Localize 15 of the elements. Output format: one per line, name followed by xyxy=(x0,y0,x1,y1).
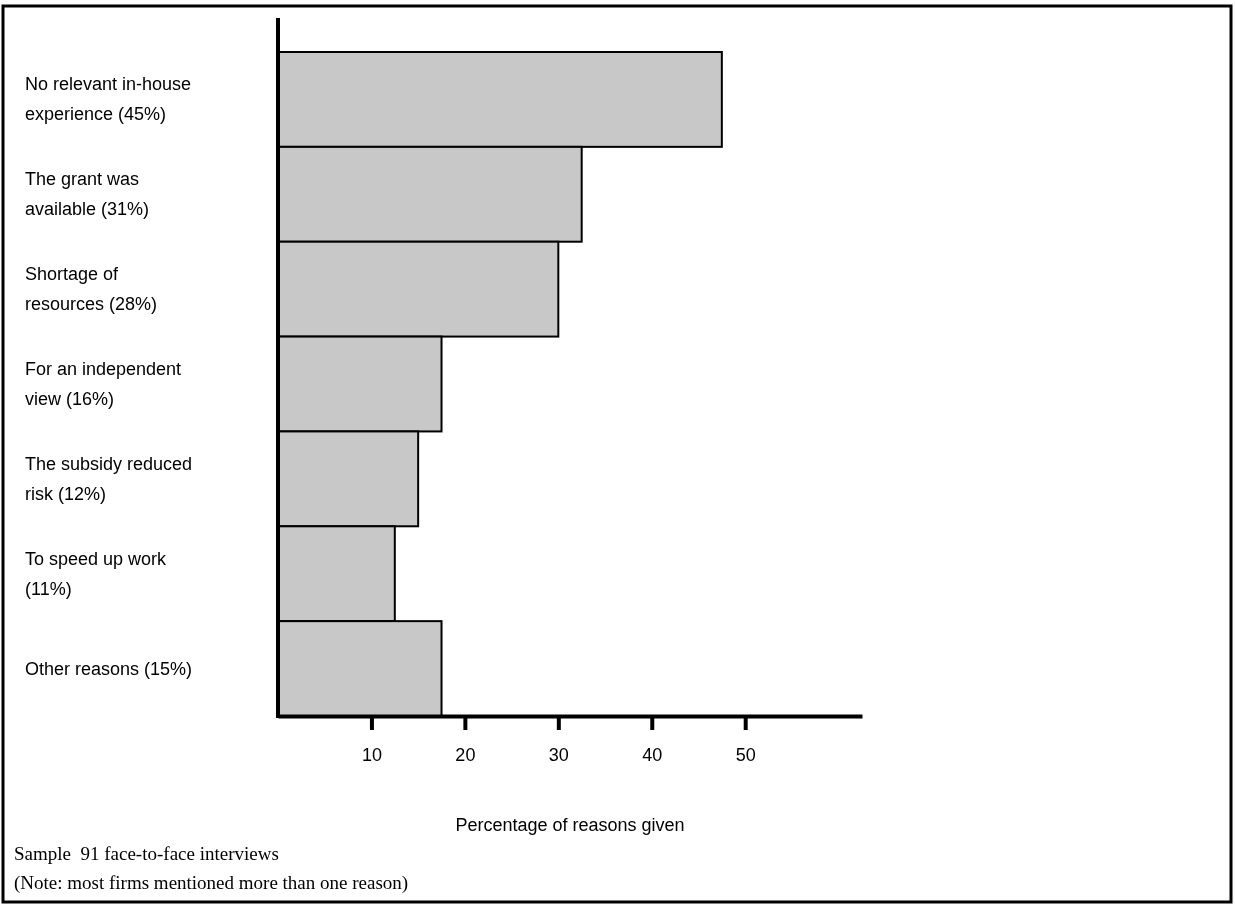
y-tick-label: The subsidy reduced risk (12%) xyxy=(25,453,193,504)
y-tick-label: To speed up work (11%) xyxy=(25,548,168,599)
x-tick-label: 30 xyxy=(548,744,569,765)
y-tick-label: Shortage of resources (28%) xyxy=(25,264,158,315)
y-tick-label: For an independent view (16%) xyxy=(25,359,182,409)
text: (Note: most firms mentioned more than one reason) xyxy=(14,872,409,894)
y-tick-label: No relevant in-house experience (45%) xyxy=(25,74,192,125)
x-tick-label: 40 xyxy=(642,744,663,765)
y-tick-label: Other reasons (15%) xyxy=(25,658,193,679)
x-axis-title: Percentage of reasons given xyxy=(455,815,685,835)
x-tick-label: 20 xyxy=(455,744,476,765)
text: Sample 91 face-to-face interviews xyxy=(14,843,279,864)
x-tick-label: 50 xyxy=(735,744,756,765)
x-tick-label: 10 xyxy=(361,744,382,765)
y-tick-label: The grant was available (31%) xyxy=(25,169,150,220)
